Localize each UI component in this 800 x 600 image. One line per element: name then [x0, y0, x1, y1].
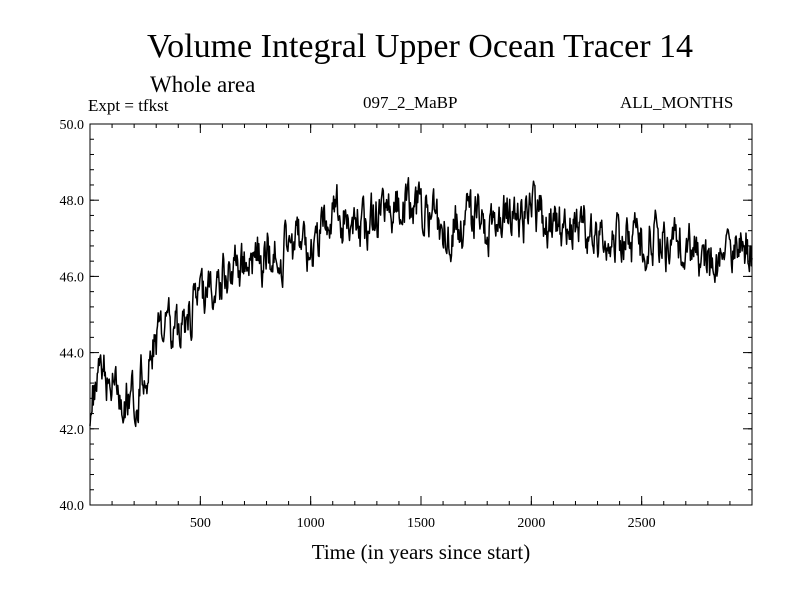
x-tick-label: 2500	[628, 516, 656, 531]
y-tick-label: 48.0	[60, 194, 85, 209]
period-label: ALL_MONTHS	[620, 93, 734, 112]
chart-subtitle: Whole area	[150, 72, 256, 97]
x-tick-label: 1500	[407, 516, 435, 531]
y-tick-label: 44.0	[60, 347, 85, 362]
x-tick-label: 500	[190, 516, 211, 531]
run-label: 097_2_MaBP	[363, 93, 458, 112]
y-axis: 40.0 42.0 44.0 46.0 48.0 50.0	[60, 118, 752, 514]
x-tick-label: 2000	[517, 516, 545, 531]
x-axis: 500 1000 1500 2000 2500	[111, 124, 731, 531]
x-axis-label: Time (in years since start)	[311, 540, 531, 564]
x-tick-label: 1000	[297, 516, 325, 531]
experiment-label: Expt = tfkst	[88, 96, 169, 115]
chart-title: Volume Integral Upper Ocean Tracer 14	[146, 28, 694, 65]
series-line	[89, 177, 753, 428]
y-tick-label: 40.0	[60, 499, 85, 514]
y-tick-label: 42.0	[60, 423, 85, 438]
y-tick-label: 50.0	[60, 118, 85, 133]
series-layer	[89, 177, 753, 428]
y-tick-label: 46.0	[60, 270, 85, 285]
